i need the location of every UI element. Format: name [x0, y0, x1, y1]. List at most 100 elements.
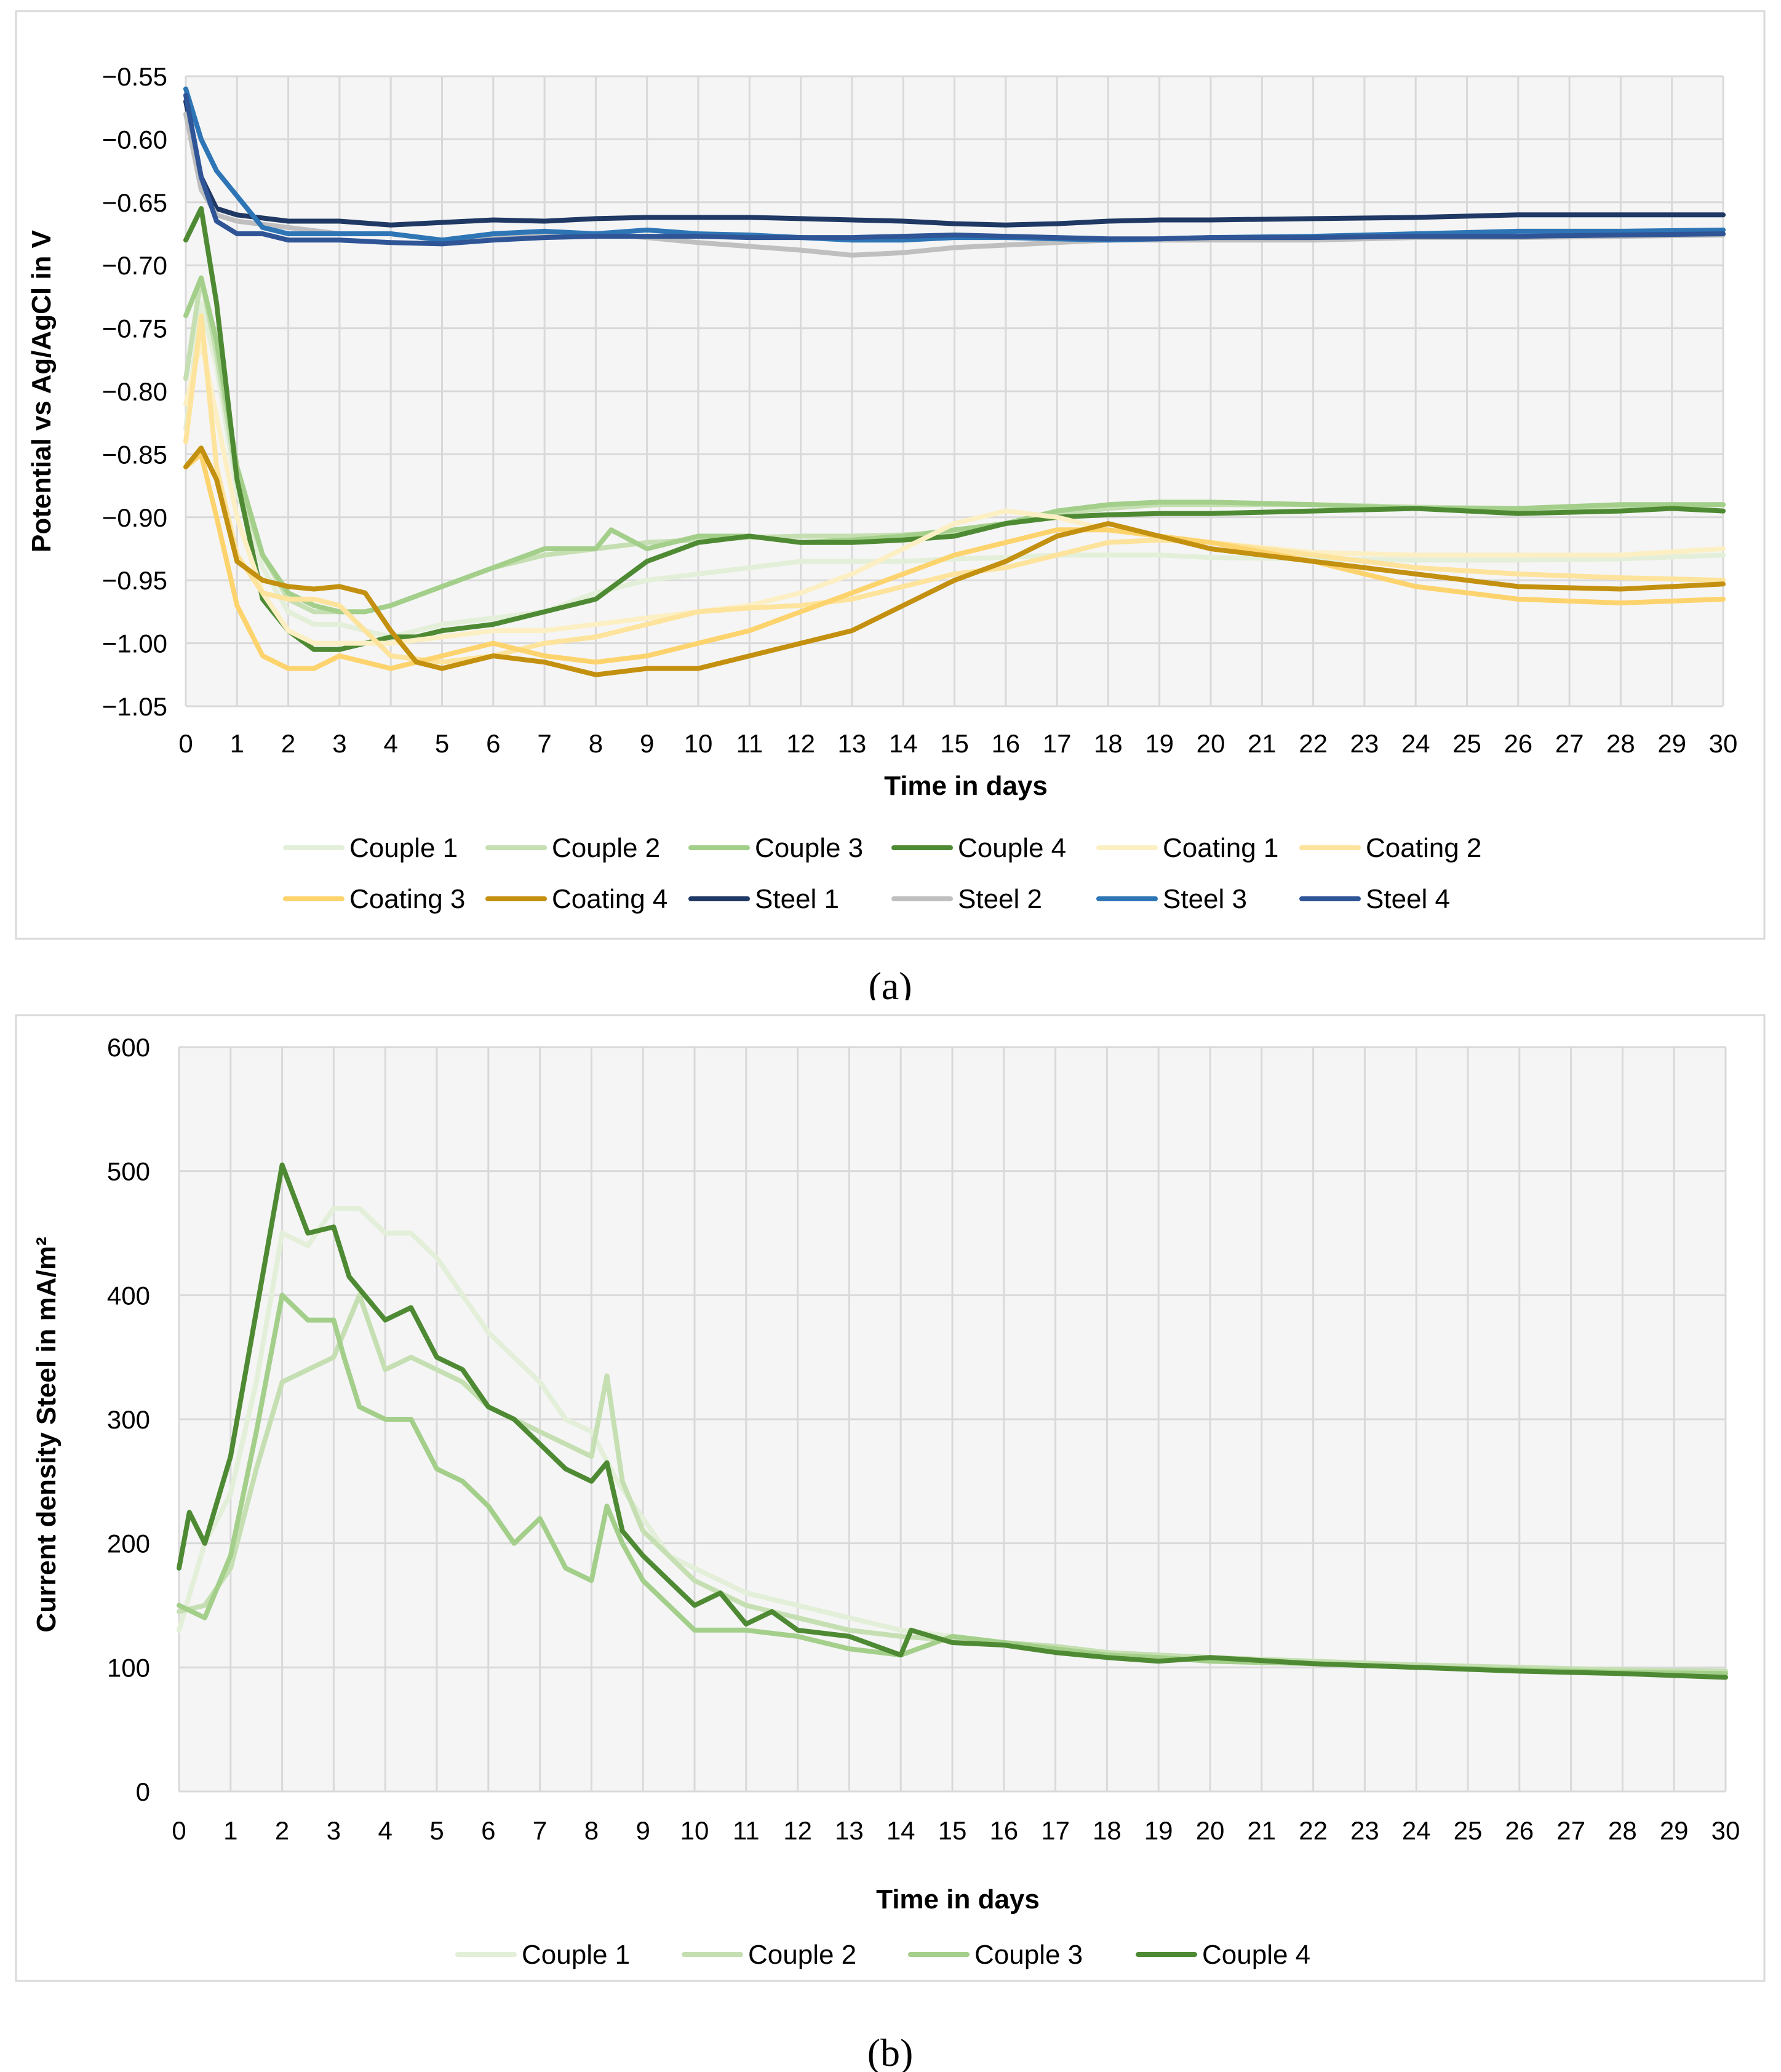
- chart-b-x-tick-label: 7: [533, 1816, 547, 1845]
- chart-a-legend-label-coating-2: Coating 2: [1366, 833, 1481, 863]
- chart-b-x-tick-label: 26: [1505, 1816, 1534, 1845]
- chart-a-legend-label-steel-3: Steel 3: [1163, 884, 1247, 914]
- chart-a-legend-label-couple-2: Couple 2: [552, 833, 660, 863]
- chart-a-y-tick-label: −0.55: [102, 62, 167, 91]
- chart-b-x-tick-label: 0: [172, 1816, 186, 1845]
- chart-a-x-tick-label: 14: [889, 729, 918, 758]
- chart-a-series-couple-3: [183, 275, 1726, 615]
- chart-a-legend-label-coating-3: Coating 3: [349, 884, 465, 914]
- chart-b-x-tick-label: 20: [1196, 1816, 1225, 1845]
- chart-b-x-tick-label: 18: [1093, 1816, 1122, 1845]
- chart-b-x-tick-label: 21: [1247, 1816, 1276, 1845]
- chart-b-x-tick-label: 9: [636, 1816, 650, 1845]
- chart-a-series-steel-2: [183, 111, 1726, 258]
- chart-b-grid: [178, 1046, 1727, 1793]
- chart-a-series-coating-4: [183, 445, 1726, 677]
- chart-a-x-tick-label: 22: [1299, 729, 1328, 758]
- chart-b-x-tick-label: 10: [680, 1816, 709, 1845]
- chart-a-x-tick-label: 25: [1452, 729, 1481, 758]
- chart-a-x-tick-label: 3: [332, 729, 346, 758]
- chart-b-x-tick-label: 17: [1041, 1816, 1070, 1845]
- chart-a-panel-label: (a): [868, 964, 912, 1000]
- chart-a-x-tick-label: 27: [1555, 729, 1584, 758]
- chart-a-x-tick-label: 1: [230, 729, 244, 758]
- chart-b-x-tick-label: 22: [1299, 1816, 1328, 1845]
- chart-b-x-tick-label: 1: [223, 1816, 237, 1845]
- chart-a-series-steel-1: [183, 99, 1726, 228]
- chart-b-x-tick-label: 14: [887, 1816, 915, 1845]
- chart-b-x-tick-label: 29: [1660, 1816, 1689, 1845]
- chart-a-x-tick-label: 23: [1350, 729, 1379, 758]
- chart-a-y-tick-label: −0.60: [102, 125, 167, 154]
- chart-b-legend-label-couple-3: Couple 3: [974, 1940, 1083, 1970]
- chart-a-x-ticks: 0 1 2 3 4 5 6 7 8 9 10 11 12 13 14 15 16 17 18 19 20 21 22 23 24…: [178, 729, 1737, 758]
- chart-a-legend-label-steel-4: Steel 4: [1366, 884, 1450, 914]
- chart-b-x-ticks: 0 1 2 3 4 5 6 7 8 9 10 11 12 13 14 15 16 17 18 19 20 21 22 23 24…: [172, 1816, 1740, 1845]
- chart-a-series-group: [183, 86, 1726, 677]
- chart-b-series-couple-4: [177, 1162, 1728, 1680]
- chart-a-x-tick-label: 29: [1657, 729, 1686, 758]
- chart-b-y-axis-title: Current density Steel in mA/m²: [31, 1237, 62, 1632]
- chart-a-x-tick-label: 9: [640, 729, 654, 758]
- chart-a-x-tick-label: 10: [684, 729, 713, 758]
- chart-a-y-tick-label: −0.85: [102, 440, 167, 469]
- chart-a-x-tick-label: 17: [1043, 729, 1072, 758]
- chart-a-y-tick-label: −0.90: [102, 503, 167, 532]
- chart-a-x-tick-label: 19: [1145, 729, 1174, 758]
- chart-b-legend-label-couple-4: Couple 4: [1202, 1940, 1310, 1970]
- chart-a-series-steel-4: [183, 92, 1726, 247]
- chart-a-legend-label-couple-1: Couple 1: [349, 833, 458, 863]
- chart-a-y-tick-label: −1.05: [102, 692, 167, 721]
- chart-b-x-tick-label: 13: [835, 1816, 864, 1845]
- chart-a-grid: [185, 75, 1724, 707]
- chart-a: −0.55 −0.60 −0.65 −0.70 −0.75 −0.80 −0.85 −0.90…: [15, 10, 1766, 1000]
- chart-a-x-tick-label: 20: [1197, 729, 1225, 758]
- chart-b-y-tick-label: 200: [107, 1529, 150, 1558]
- chart-a-x-tick-label: 2: [281, 729, 295, 758]
- chart-a-legend-label-couple-4: Couple 4: [958, 833, 1066, 863]
- chart-a-x-tick-label: 6: [486, 729, 500, 758]
- chart-b-x-tick-label: 3: [327, 1816, 341, 1845]
- chart-a-y-tick-label: −0.70: [102, 251, 167, 280]
- chart-a-legend-label-steel-1: Steel 1: [755, 884, 839, 914]
- chart-b-x-tick-label: 16: [989, 1816, 1018, 1845]
- chart-a-x-tick-label: 26: [1504, 729, 1532, 758]
- chart-b-x-tick-label: 28: [1608, 1816, 1637, 1845]
- chart-a-y-tick-label: −0.95: [102, 566, 167, 595]
- chart-a-series-couple-1: [183, 300, 1726, 640]
- chart-b-panel-label: (b): [867, 2031, 914, 2072]
- chart-b-x-tick-label: 19: [1144, 1816, 1173, 1845]
- chart-b-y-tick-label: 400: [107, 1281, 150, 1310]
- chart-b-series-group: [177, 1162, 1728, 1680]
- chart-b-x-tick-label: 27: [1556, 1816, 1585, 1845]
- chart-a-x-tick-label: 11: [736, 729, 763, 758]
- chart-a-x-tick-label: 28: [1606, 729, 1635, 758]
- chart-b-x-tick-label: 11: [733, 1816, 760, 1845]
- chart-b-series-couple-3: [177, 1293, 1728, 1676]
- chart-b-x-tick-label: 12: [783, 1816, 812, 1845]
- chart-a-series-couple-4: [183, 206, 1726, 652]
- chart-a-x-tick-label: 16: [991, 729, 1020, 758]
- chart-a-x-tick-label: 7: [537, 729, 551, 758]
- chart-b-legend: Couple 1 Couple 2 Couple 3 Couple 4: [455, 1940, 1310, 1970]
- chart-a-x-axis-title: Time in days: [884, 771, 1048, 801]
- chart-b-x-axis-title: Time in days: [876, 1884, 1040, 1915]
- chart-a-legend-label-coating-1: Coating 1: [1163, 833, 1278, 863]
- chart-b-x-tick-label: 23: [1350, 1816, 1379, 1845]
- chart-a-y-tick-label: −0.75: [102, 314, 167, 343]
- chart-a-legend-label-steel-2: Steel 2: [958, 884, 1042, 914]
- chart-a-y-tick-label: −0.65: [102, 188, 167, 217]
- chart-a-x-tick-label: 24: [1401, 729, 1430, 758]
- chart-b-x-tick-label: 4: [378, 1816, 392, 1845]
- chart-b-x-tick-label: 8: [584, 1816, 599, 1845]
- chart-a-y-ticks: −0.55 −0.60 −0.65 −0.70 −0.75 −0.80 −0.85 −0.90…: [102, 62, 167, 721]
- chart-a-x-tick-label: 8: [589, 729, 603, 758]
- chart-a-legend-label-couple-3: Couple 3: [755, 833, 863, 863]
- chart-a-x-tick-label: 12: [786, 729, 815, 758]
- chart-b-x-tick-label: 2: [275, 1816, 289, 1845]
- chart-a-series-coating-3: [183, 452, 1726, 671]
- chart-b-x-tick-label: 24: [1402, 1816, 1431, 1845]
- chart-b-y-ticks: 0 100 200 300 400 500 600: [107, 1033, 150, 1806]
- chart-b-y-tick-label: 500: [107, 1157, 150, 1186]
